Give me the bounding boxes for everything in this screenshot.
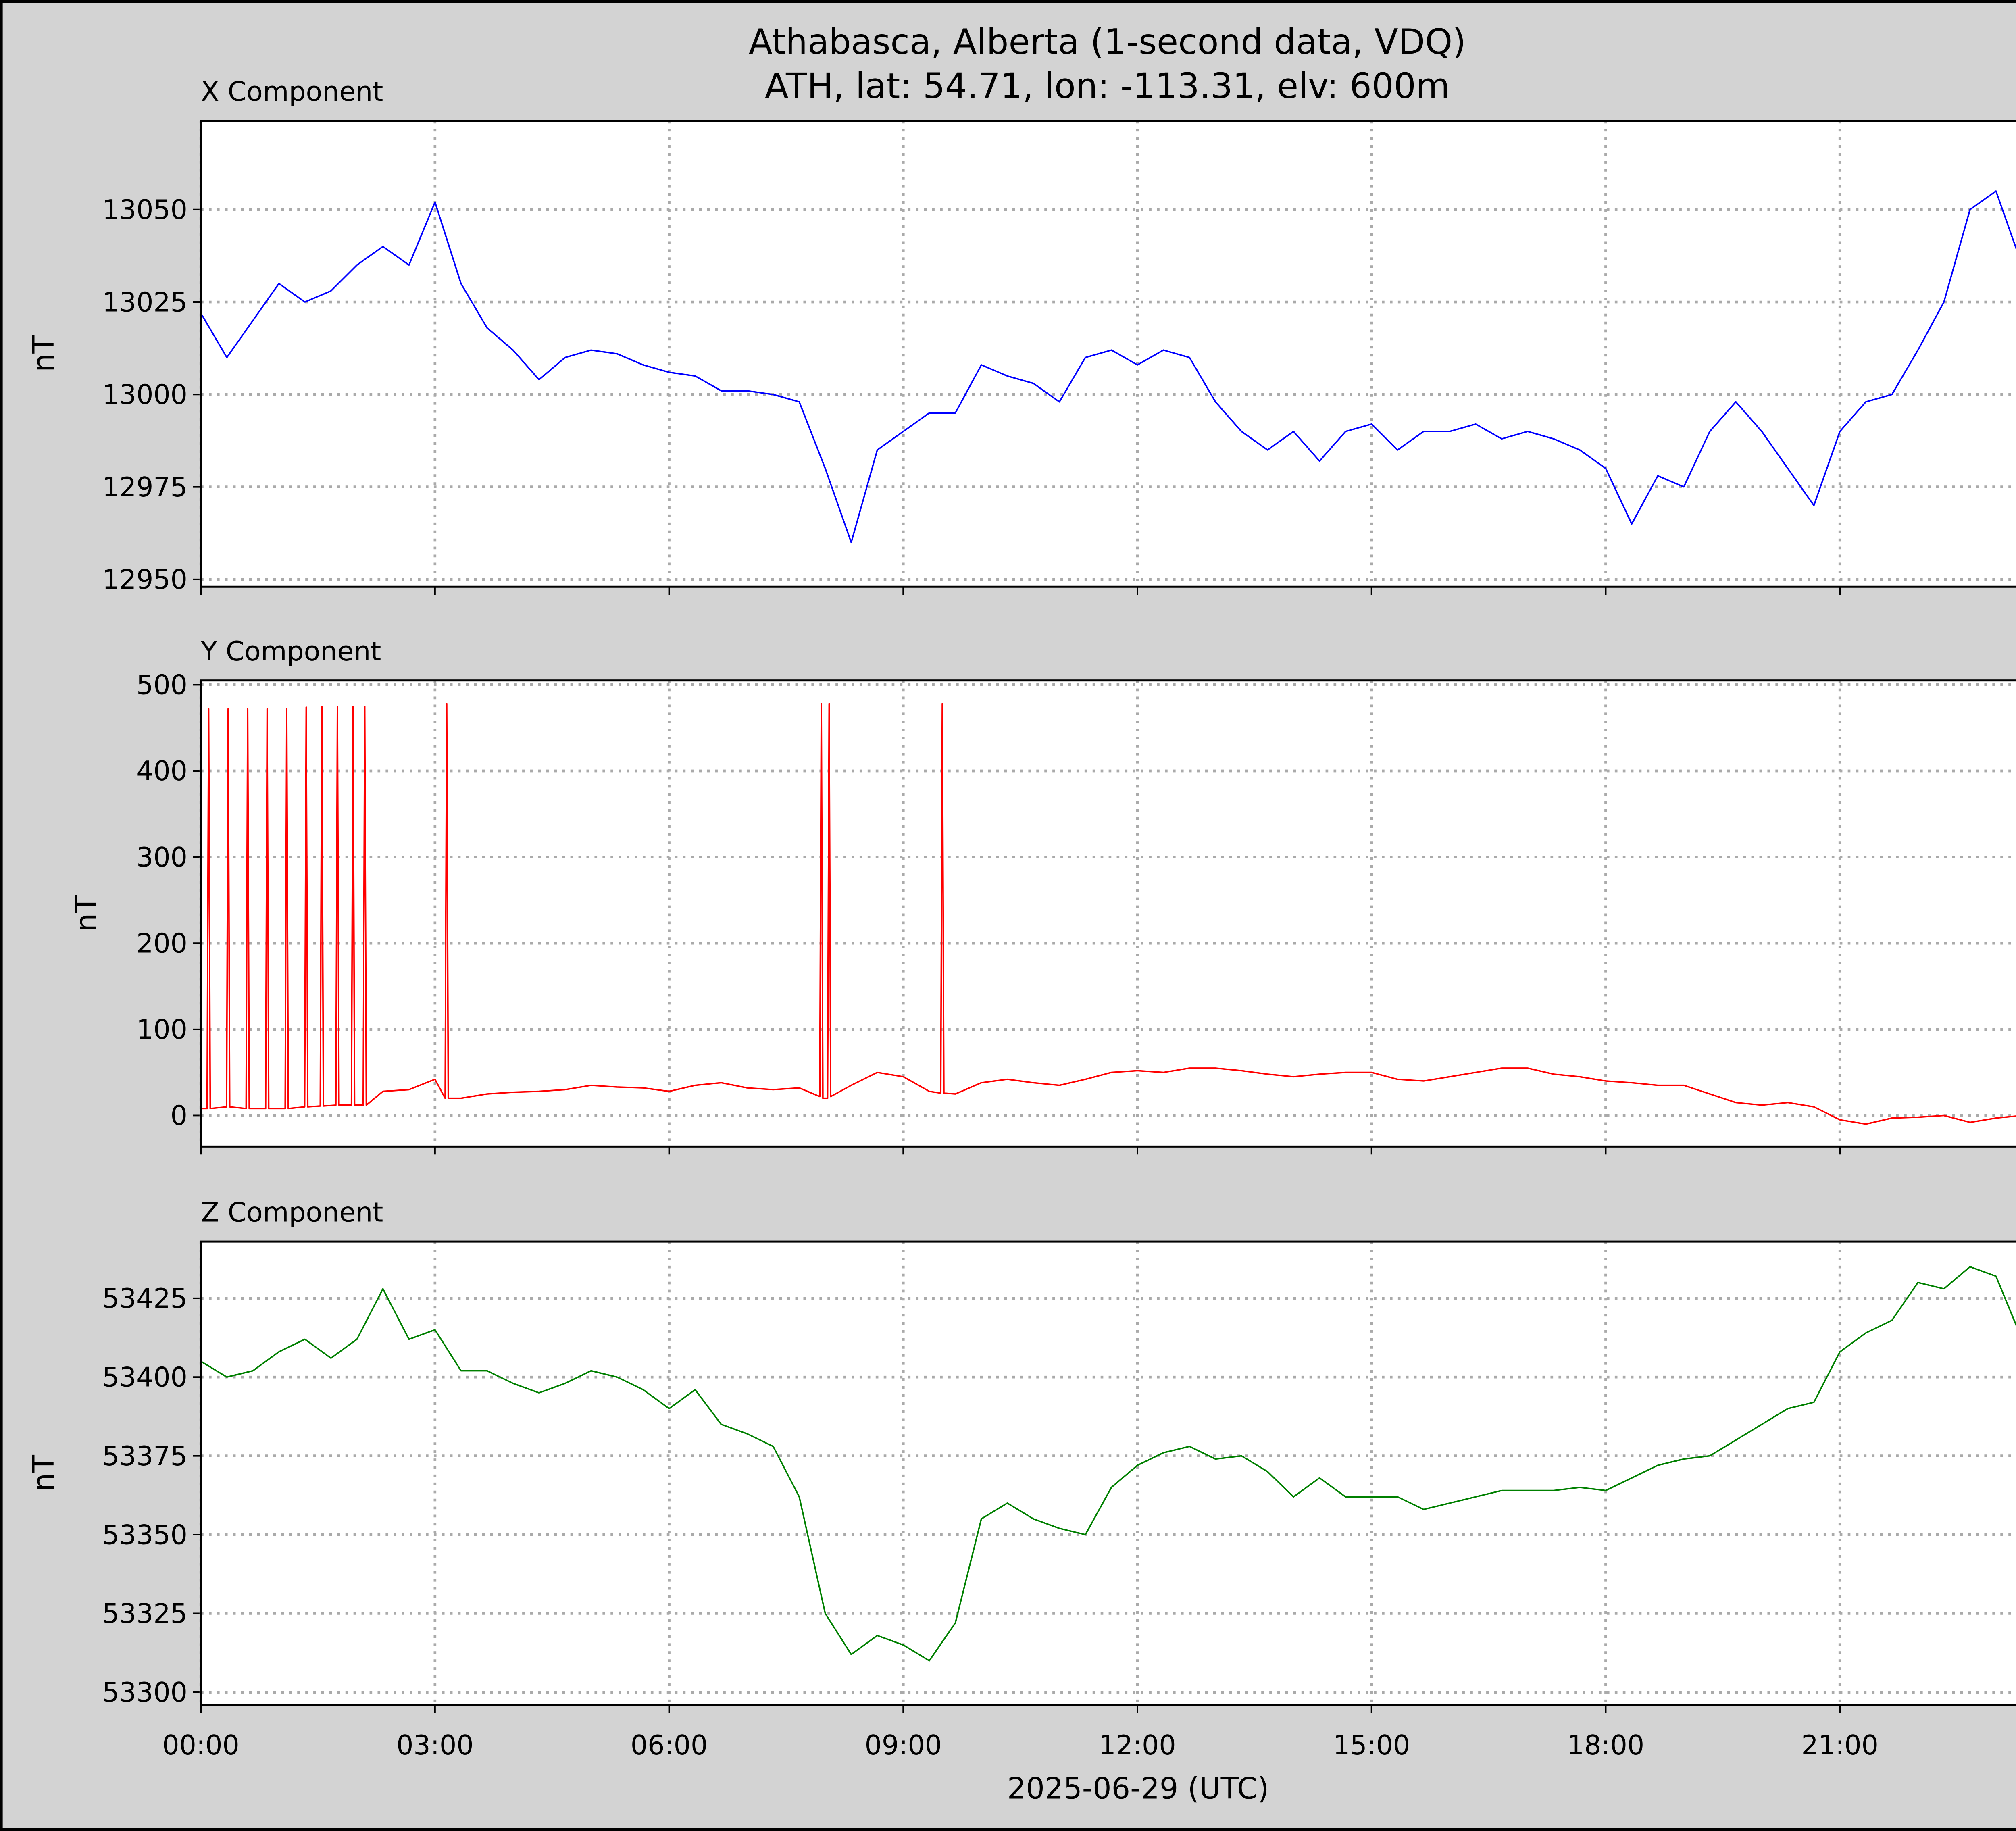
axes-frame [200,120,2016,588]
y-tick-label: 300 [136,842,187,873]
y-tick-label: 13025 [102,286,187,318]
plot-area [201,121,2016,587]
y-tick-label: 100 [136,1014,187,1045]
panel-title: Z Component [201,1196,383,1228]
y-tick-label: 0 [171,1100,187,1131]
x-tick-label: 09:00 [865,1729,942,1761]
x-tick-label: 21:00 [1801,1729,1878,1761]
panel-title: Y Component [200,635,381,667]
figure-subtitle: ATH, lat: 54.71, lon: -113.31, elv: 600m [765,66,1450,106]
data-line [201,1266,2016,1662]
y-tick-label: 13000 [102,379,187,410]
axes-frame [200,679,2016,1148]
y-tick-label: 12975 [102,471,187,503]
panel: Y Component nT 0 100 200 300 400 500 [69,635,2016,1155]
x-tick-label: 00:00 [162,1729,239,1761]
x-tick-label: 12:00 [1099,1729,1176,1761]
x-tick-label: 06:00 [631,1729,708,1761]
panel: Z Component nT 53300 53325 53350 53375 53400 53… [27,1196,2016,1761]
axes-frame [200,1240,2016,1706]
x-tick-label: 03:00 [396,1729,473,1761]
panel: X Component nT 12950 12975 13000 13025 13050 [27,76,2016,595]
x-tick-label: 18:00 [1567,1729,1644,1761]
y-tick-label: 13050 [102,194,187,225]
data-line [201,190,2016,544]
y-axis-label: nT [27,335,61,372]
y-tick-label: 500 [136,669,187,701]
y-axis-label: nT [69,895,104,932]
y-tick-label: 53375 [102,1440,187,1472]
y-tick-label: 200 [136,927,187,959]
plot-area [201,1241,2016,1705]
y-tick-label: 53400 [102,1361,187,1393]
y-tick-label: 53425 [102,1283,187,1314]
y-tick-label: 400 [136,755,187,787]
y-tick-label: 12950 [102,564,187,595]
x-tick-label: 15:00 [1333,1729,1410,1761]
figure-title: Athabasca, Alberta (1-second data, VDQ) [749,22,1466,62]
plot-area [201,680,2016,1147]
y-tick-label: 53350 [102,1519,187,1550]
x-axis-label: 2025-06-29 (UTC) [1007,1772,1269,1806]
panel-title: X Component [201,76,383,107]
data-line [201,703,2016,1125]
y-axis-label: nT [27,1455,61,1491]
y-tick-label: 53300 [102,1677,187,1708]
y-tick-label: 53325 [102,1598,187,1629]
